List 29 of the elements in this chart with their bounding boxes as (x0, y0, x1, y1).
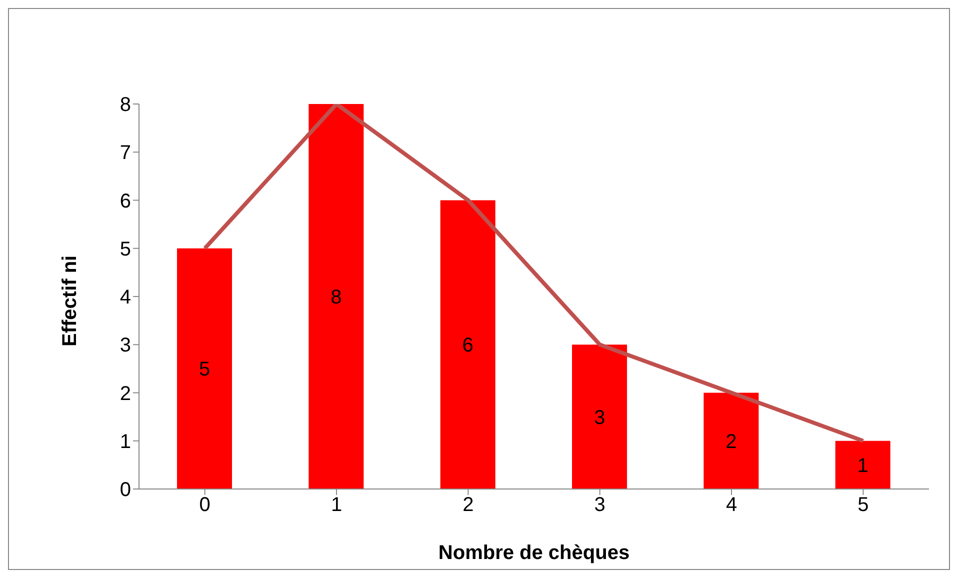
x-tick-label: 5 (858, 494, 869, 516)
y-tick-label: 6 (120, 190, 131, 212)
data-label: 2 (726, 430, 737, 453)
bar (835, 440, 890, 489)
y-tick-label: 5 (120, 238, 131, 260)
data-label: 8 (330, 286, 342, 308)
y-tick-label: 7 (120, 142, 131, 164)
data-label: 6 (462, 334, 474, 357)
data-label: 5 (198, 358, 210, 381)
y-tick-label: 8 (120, 94, 131, 116)
x-tick-label: 4 (726, 494, 738, 516)
bar (308, 104, 364, 489)
x-tick-label: 2 (462, 494, 474, 516)
y-tick-label: 3 (120, 334, 131, 357)
y-tick-label: 4 (120, 286, 131, 309)
bar (177, 248, 232, 489)
y-axis-title: Effectif ni (59, 255, 82, 346)
bar (572, 344, 627, 489)
bar (704, 392, 759, 489)
x-tick-label: 1 (330, 494, 342, 516)
data-label: 1 (857, 454, 868, 477)
x-tick-label: 0 (199, 494, 210, 516)
y-tick-label: 2 (120, 382, 131, 405)
data-label: 3 (594, 406, 606, 429)
x-tick-label: 3 (594, 494, 606, 516)
y-tick-label: 0 (120, 479, 131, 502)
x-axis-title: Nombre de chèques (438, 542, 630, 564)
bar (440, 200, 496, 489)
y-tick-label: 1 (120, 430, 131, 453)
